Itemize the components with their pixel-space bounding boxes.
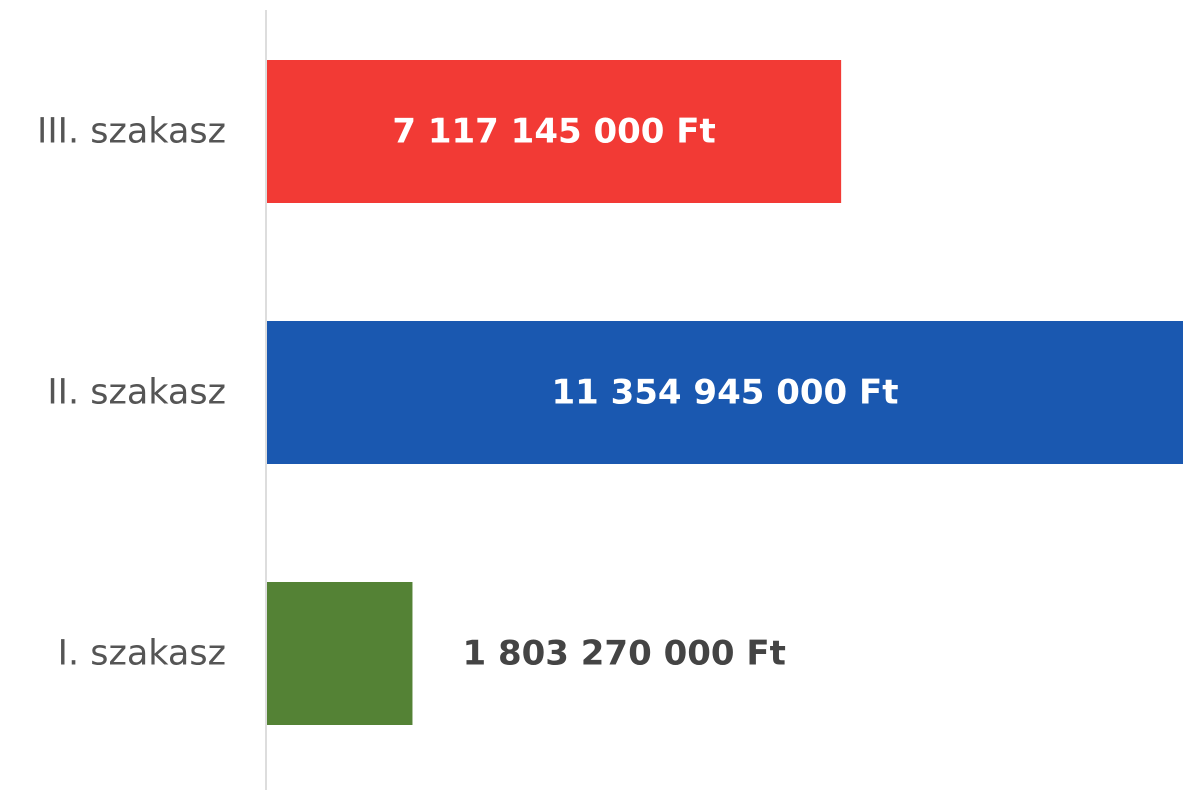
category-label: III. szakasz	[37, 112, 226, 152]
category-label: II. szakasz	[47, 373, 226, 413]
value-label: 11 354 945 000 Ft	[551, 373, 898, 413]
value-label: 7 117 145 000 Ft	[392, 112, 715, 152]
bar	[267, 582, 413, 725]
bar	[267, 321, 1183, 464]
value-label: 1 803 270 000 Ft	[462, 634, 785, 674]
bar	[267, 60, 842, 203]
category-label: I. szakasz	[58, 634, 226, 674]
